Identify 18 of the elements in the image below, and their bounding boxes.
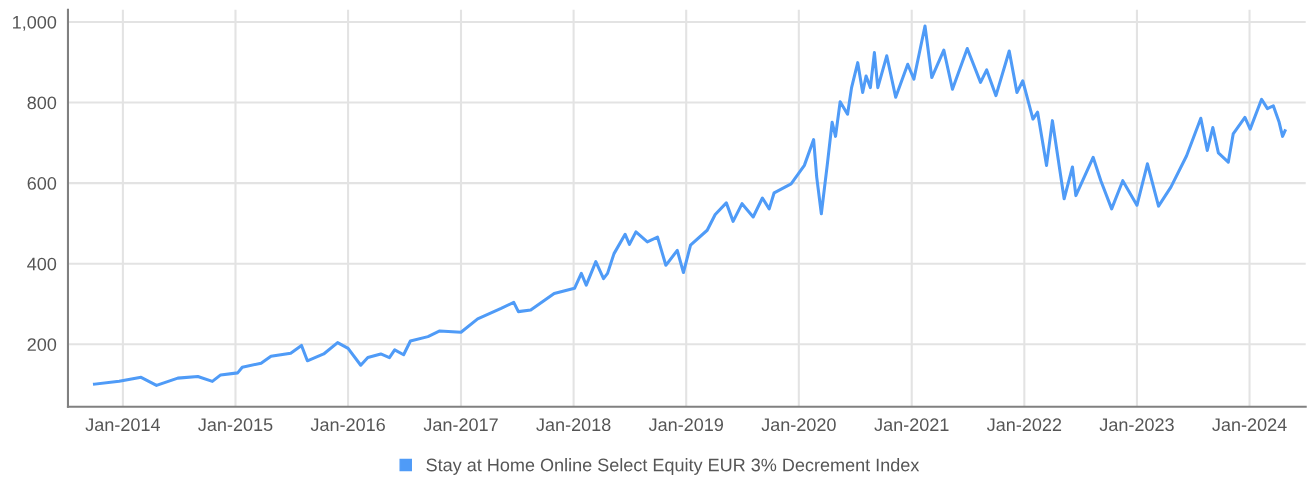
x-tick-label: Jan-2015 [198, 418, 273, 432]
x-tick-label: Jan-2024 [1212, 418, 1287, 432]
x-tick-label: Jan-2018 [536, 418, 611, 432]
y-tick-label: 200 [27, 338, 57, 351]
line-series [92, 24, 1287, 387]
x-tick-label: Jan-2017 [423, 418, 498, 432]
x-tick-label: Jan-2020 [761, 418, 836, 432]
y-tick-label: 800 [27, 96, 57, 110]
y-tick-label: 600 [27, 177, 57, 190]
y-tick-label: 1,000 [13, 15, 57, 31]
x-tick-label: Jan-2019 [648, 418, 723, 432]
x-tick-label: Jan-2021 [874, 418, 949, 432]
x-tick-label: Jan-2023 [1099, 418, 1174, 432]
x-tick-label: Jan-2022 [986, 418, 1062, 432]
x-tick-label: Jan-2016 [310, 418, 385, 432]
y-tick-label: 400 [27, 257, 57, 271]
x-tick-label: Jan-2014 [85, 418, 160, 432]
legend-label: Stay at Home Online Select Equity EUR 3% Decrement Index [426, 458, 920, 475]
